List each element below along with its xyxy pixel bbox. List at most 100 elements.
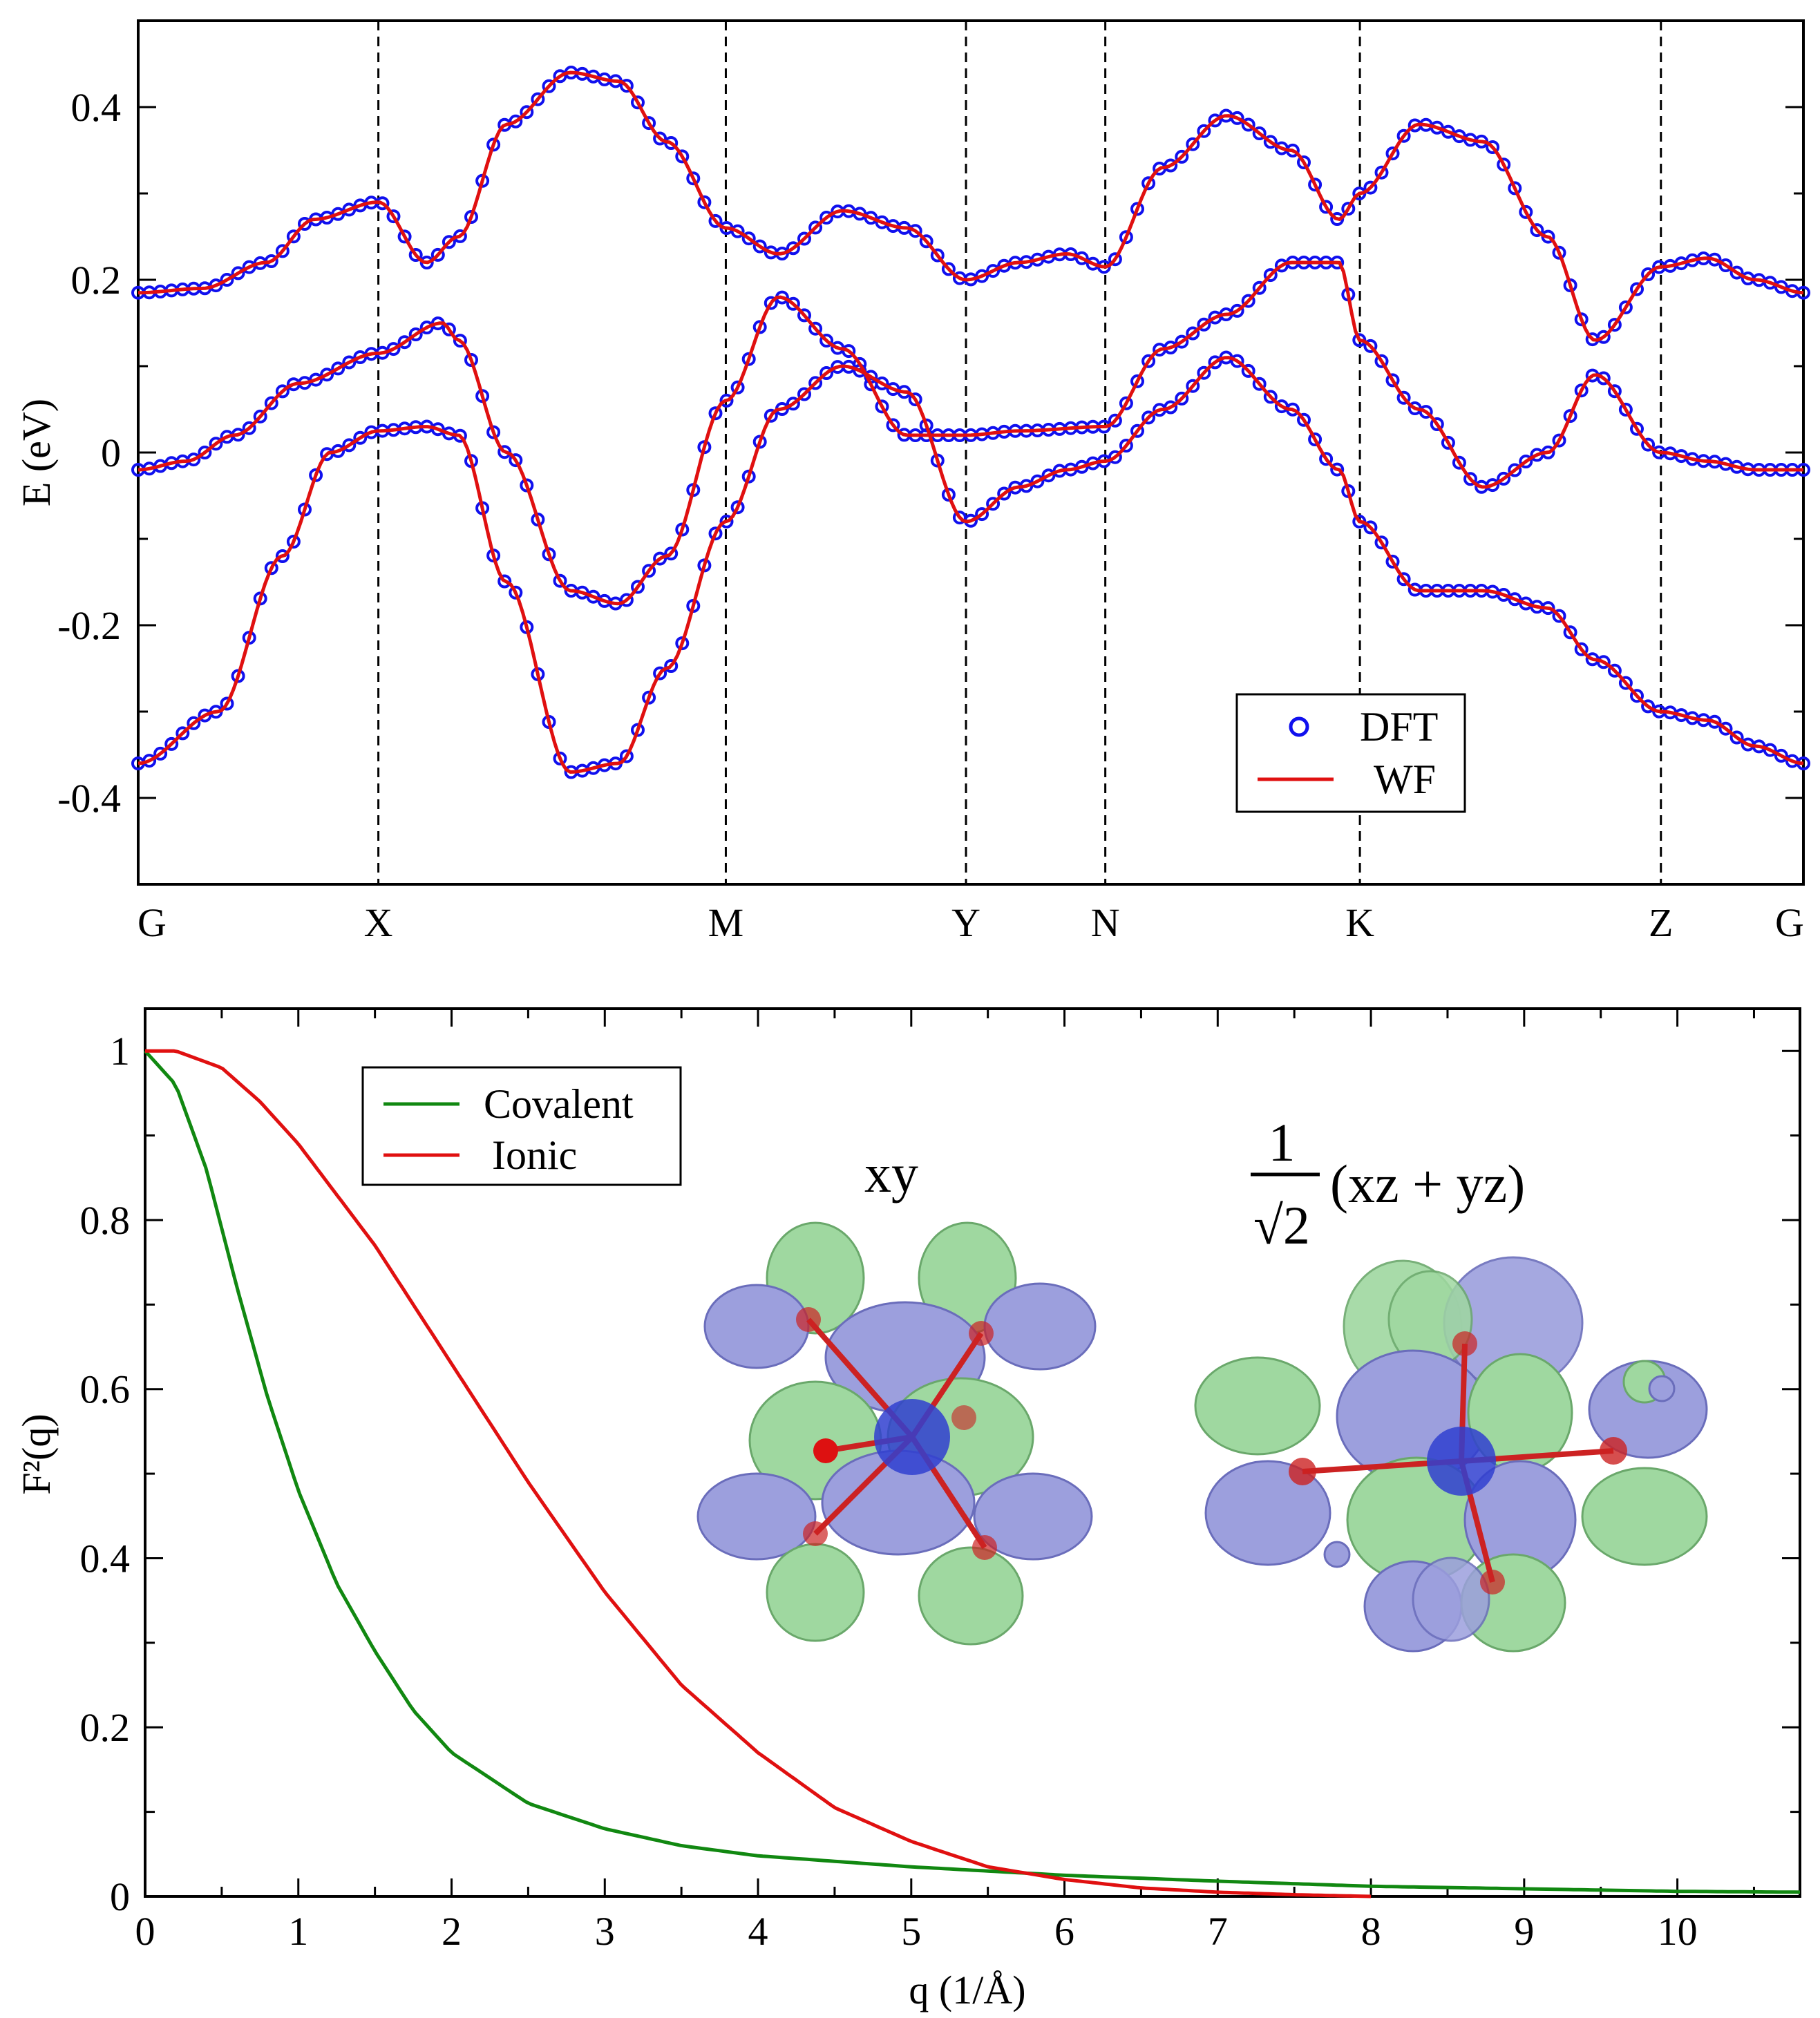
dft-point bbox=[1263, 390, 1278, 404]
dft-point bbox=[342, 355, 357, 370]
dft-point bbox=[619, 749, 634, 763]
dft-point bbox=[509, 453, 523, 468]
dft-point bbox=[209, 278, 223, 293]
ff-x-tick-label: 2 bbox=[442, 1909, 462, 1954]
dft-point bbox=[1530, 223, 1544, 238]
dft-point bbox=[1574, 312, 1589, 327]
dft-point bbox=[1319, 452, 1334, 466]
dft-point bbox=[1630, 282, 1644, 296]
dft-point bbox=[1164, 158, 1178, 173]
dft-point bbox=[1641, 699, 1656, 714]
dft-point bbox=[275, 384, 290, 399]
dft-point bbox=[264, 561, 278, 575]
dft-point bbox=[264, 396, 278, 410]
dft-point bbox=[1108, 450, 1122, 464]
ff-legend-box bbox=[361, 1066, 682, 1186]
dft-point bbox=[1607, 318, 1622, 332]
dft-point bbox=[631, 580, 645, 594]
dft-point bbox=[1175, 334, 1189, 349]
dft-point bbox=[708, 213, 723, 228]
kpoint-label: X bbox=[364, 900, 393, 945]
dft-point bbox=[741, 352, 756, 366]
band-y-tick-labels: -0.4 -0.2 0 0.2 0.4 bbox=[57, 85, 121, 821]
dft-point bbox=[1186, 137, 1200, 151]
dft-point bbox=[1563, 625, 1577, 640]
dft-point bbox=[1263, 135, 1278, 149]
dft-point bbox=[1252, 280, 1267, 295]
dft-point bbox=[464, 210, 478, 224]
ff-x-axis-label: q (1/Å) bbox=[909, 1968, 1025, 2012]
kpoint-label: Z bbox=[1649, 900, 1673, 945]
lobe-green bbox=[1581, 1467, 1708, 1566]
dft-point bbox=[741, 231, 756, 246]
ff-x-tick-labels: 0 1 2 3 4 5 6 7 8 9 10 bbox=[135, 1909, 1698, 1954]
dft-point bbox=[1164, 400, 1178, 415]
dft-point bbox=[1363, 339, 1378, 353]
dft-point bbox=[1419, 405, 1433, 419]
dft-point bbox=[786, 296, 800, 311]
wf-band-3 bbox=[138, 70, 1804, 342]
orbital-mix-lobes bbox=[1194, 1256, 1708, 1653]
kpoint-label: N bbox=[1091, 900, 1120, 945]
dft-point bbox=[1497, 471, 1511, 486]
dft-point bbox=[1441, 124, 1455, 139]
dft-point bbox=[1252, 377, 1267, 391]
dft-point bbox=[586, 589, 600, 604]
form-factor-panel: 0 1 2 3 4 5 6 7 8 9 10 0 0.2 0.4 0.6 0.8 1 q (1/Å) F²(q… bbox=[14, 1007, 1801, 2012]
dft-point bbox=[1197, 317, 1211, 332]
dft-point bbox=[1363, 520, 1378, 535]
dft-point bbox=[1241, 117, 1255, 132]
dft-point bbox=[1718, 721, 1733, 736]
dft-point bbox=[819, 334, 834, 348]
dft-point bbox=[1763, 743, 1777, 757]
ligand-atom bbox=[1600, 1437, 1627, 1465]
dft-point bbox=[309, 468, 323, 482]
dft-point bbox=[1718, 258, 1733, 272]
legend-covalent-label: Covalent bbox=[484, 1081, 634, 1127]
atom-small bbox=[1323, 1541, 1351, 1568]
dft-point bbox=[1385, 373, 1400, 388]
dft-point bbox=[1396, 390, 1411, 405]
dft-point bbox=[1241, 294, 1255, 308]
ligand-atom bbox=[813, 1438, 838, 1463]
ff-x-tick-label: 7 bbox=[1208, 1909, 1228, 1954]
ligand-atom bbox=[951, 1405, 976, 1430]
dft-point bbox=[187, 716, 201, 730]
dft-point bbox=[1263, 268, 1278, 283]
dft-point bbox=[1641, 267, 1656, 281]
dft-point bbox=[1252, 126, 1267, 140]
dft-point bbox=[1141, 176, 1156, 191]
band-legend-box bbox=[1235, 693, 1466, 813]
band-y-tick-label: -0.2 bbox=[57, 603, 121, 648]
dft-points bbox=[131, 66, 1810, 779]
orbital-xy-title: xy bbox=[864, 1143, 918, 1203]
dft-point bbox=[808, 376, 823, 390]
ff-y-axis-label: F²(q) bbox=[14, 1413, 59, 1494]
orbital-xz-yz-inset: 1 √2 (xz + yz) bbox=[1194, 1112, 1708, 1653]
dft-point bbox=[1618, 676, 1633, 690]
form-factor-plot-frame bbox=[144, 1007, 1801, 1898]
band-legend: DFT WF bbox=[1235, 693, 1466, 813]
dft-point bbox=[1175, 391, 1189, 406]
dft-point bbox=[1241, 363, 1255, 378]
dft-point bbox=[1618, 402, 1633, 417]
dft-point bbox=[730, 224, 745, 238]
dft-point bbox=[1374, 165, 1389, 180]
lobe-blue bbox=[696, 1472, 817, 1561]
lobe-green bbox=[1194, 1356, 1321, 1456]
dft-point bbox=[675, 149, 690, 164]
dft-point bbox=[1430, 417, 1444, 431]
dft-point bbox=[864, 211, 878, 225]
dft-point bbox=[164, 736, 179, 751]
orbital-xy-inset: xy bbox=[696, 1143, 1097, 1646]
ff-y-tick-label: 1 bbox=[110, 1029, 130, 1074]
dft-point bbox=[464, 353, 478, 367]
dft-point bbox=[275, 549, 290, 563]
dft-point bbox=[908, 224, 922, 238]
dft-point bbox=[997, 486, 1012, 501]
atom-small bbox=[1648, 1375, 1676, 1402]
ff-x-tick-label: 9 bbox=[1514, 1909, 1534, 1954]
dft-point bbox=[819, 211, 834, 225]
dft-point bbox=[686, 171, 701, 186]
